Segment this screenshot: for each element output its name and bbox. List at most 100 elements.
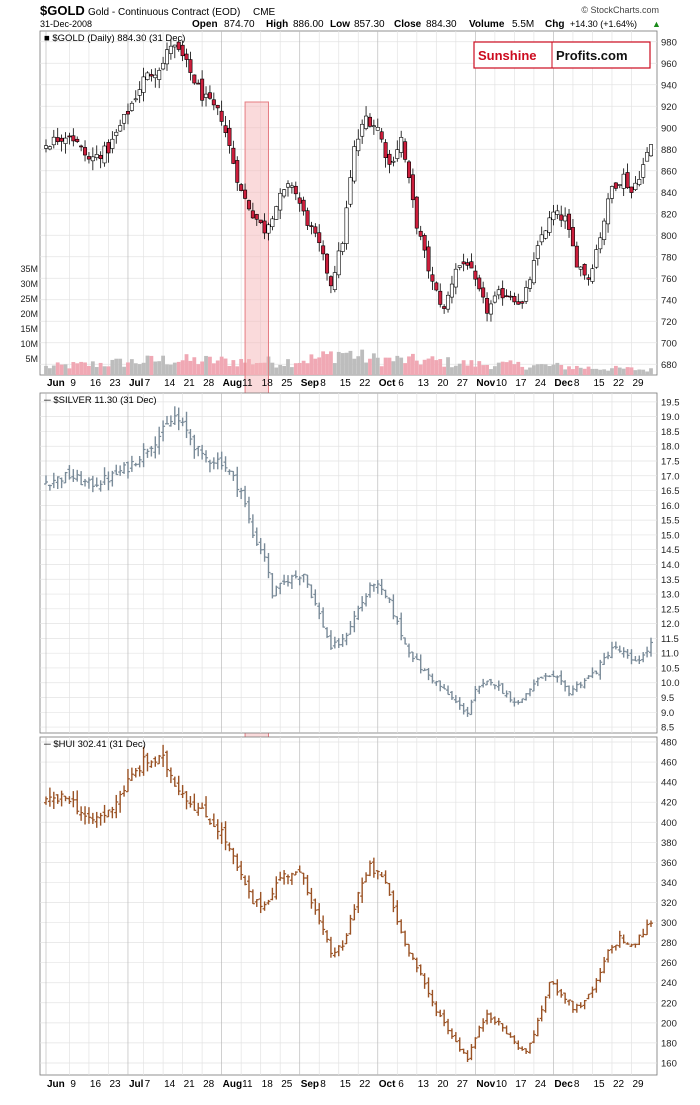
volume-bar	[305, 363, 310, 375]
silver-y-tick-label: 19.0	[661, 412, 680, 423]
hui-y-tick-label: 480	[661, 738, 677, 749]
gold-y-tick-label: 920	[661, 102, 677, 113]
gold-candle	[434, 282, 439, 291]
volume-bar	[411, 353, 415, 375]
logo-sunshine: Sunshine	[478, 48, 537, 63]
hui-y-tick-label: 220	[661, 998, 677, 1009]
volume-bar	[637, 369, 642, 375]
gold-candle	[200, 78, 205, 101]
gold-candle	[625, 172, 630, 189]
volume-bar	[219, 356, 224, 375]
gold-candle	[492, 295, 497, 303]
volume-bar	[395, 355, 400, 375]
volume-bar	[629, 367, 634, 375]
hui-x-tick-label: 13	[418, 1079, 430, 1090]
gold-candle	[176, 41, 181, 50]
silver-y-tick-label: 10.5	[661, 663, 680, 674]
volume-bar	[98, 362, 103, 375]
volume-bar	[184, 354, 189, 375]
gold-candle	[278, 193, 283, 211]
gold-candle	[336, 250, 341, 276]
volume-bar	[118, 358, 123, 375]
volume-bar	[422, 359, 427, 375]
header-open-value: 874.70	[224, 19, 255, 30]
gold-candle	[606, 198, 611, 225]
volume-bar	[473, 366, 478, 375]
gold-candle	[317, 232, 322, 244]
volume-bar	[434, 360, 439, 375]
logo-profits: Profits.com	[556, 48, 628, 63]
volume-bar	[102, 366, 107, 375]
gold-x-tick-label: 21	[184, 378, 196, 389]
gold-candle	[192, 74, 197, 84]
gold-candle	[289, 185, 294, 188]
hui-x-tick-label: Jun	[47, 1079, 65, 1090]
gold-candle	[430, 274, 435, 282]
volume-bar	[79, 361, 84, 375]
hui-x-tick-label: 18	[262, 1079, 274, 1090]
hui-y-tick-label: 180	[661, 1038, 677, 1049]
volume-bar	[297, 362, 302, 375]
gold-candle	[461, 261, 466, 265]
volume-bar	[356, 356, 361, 375]
gold-candle	[352, 146, 357, 182]
volume-bar	[598, 369, 603, 375]
hui-x-tick-label: Dec	[554, 1079, 573, 1090]
hui-x-tick-label: 8	[320, 1079, 326, 1090]
gold-candle	[578, 266, 583, 270]
volume-bar	[227, 365, 232, 375]
gold-candle	[574, 245, 579, 268]
hui-x-tick-label: 25	[281, 1079, 293, 1090]
volume-bar	[489, 369, 493, 375]
gold-candle	[512, 296, 517, 303]
volume-bar	[559, 364, 564, 375]
volume-bar	[332, 363, 337, 375]
gold-x-tick-label: Nov	[476, 378, 495, 389]
gold-candle	[442, 306, 447, 309]
hui-x-tick-label: Oct	[379, 1079, 396, 1090]
gold-candle	[555, 210, 560, 215]
gold-x-tick-label: 25	[281, 378, 293, 389]
gold-candle	[243, 189, 248, 199]
gold-x-tick-label: 13	[418, 378, 430, 389]
volume-bar	[485, 364, 489, 375]
hui-x-tick-label: 20	[437, 1079, 449, 1090]
gold-candle	[383, 142, 388, 158]
gold-x-tick-label: 11	[242, 378, 253, 389]
volume-bar	[231, 360, 236, 375]
gold-candle	[340, 243, 345, 252]
gold-candle	[254, 214, 259, 220]
hui-x-tick-label: Nov	[476, 1079, 495, 1090]
gold-candle	[637, 179, 642, 185]
gold-candle	[215, 104, 220, 109]
gold-candle	[367, 116, 372, 127]
volume-bar	[516, 361, 521, 375]
volume-bar	[309, 354, 314, 375]
volume-bar	[122, 366, 126, 375]
volume-bar	[649, 368, 653, 375]
gold-candle	[165, 49, 170, 65]
gold-candle	[379, 131, 384, 140]
volume-bar	[153, 361, 158, 375]
hui-x-tick-label: 21	[184, 1079, 196, 1090]
volume-bar	[613, 365, 618, 375]
gold-candle	[258, 219, 263, 223]
volume-bar	[336, 351, 341, 375]
volume-bar	[403, 363, 407, 375]
gold-x-tick-label: Sep	[301, 378, 319, 389]
hui-y-tick-label: 240	[661, 978, 677, 989]
volume-bar	[547, 365, 552, 375]
volume-bar	[145, 355, 150, 375]
volume-bar	[51, 365, 56, 375]
volume-bar	[586, 366, 591, 375]
gold-candle	[535, 245, 540, 259]
sunshine-profits-logo: Sunshine Profits.com	[473, 41, 651, 69]
gold-candle	[63, 137, 68, 144]
gold-candle	[153, 74, 158, 79]
volume-bar	[270, 362, 275, 375]
hui-x-tick-label: 6	[398, 1079, 404, 1090]
gold-candle	[71, 135, 76, 142]
volume-bar	[391, 361, 396, 375]
volume-bar	[94, 367, 99, 375]
volume-bar	[286, 359, 290, 375]
